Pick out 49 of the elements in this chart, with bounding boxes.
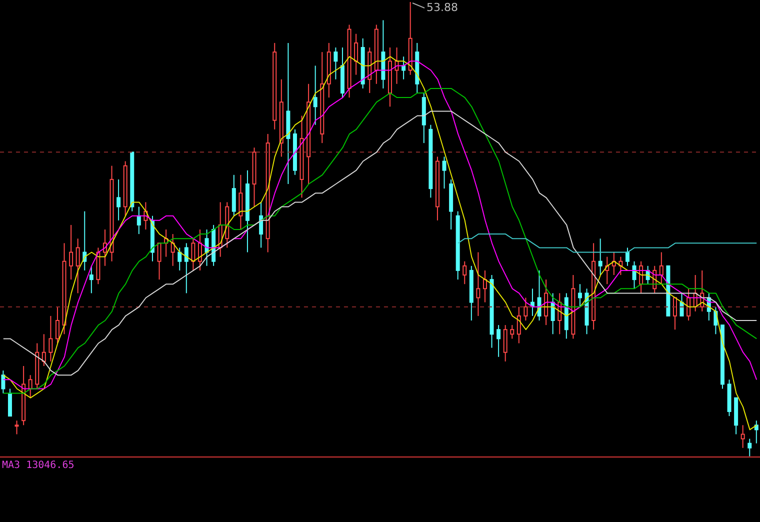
candlestick — [184, 242, 188, 294]
candlestick — [313, 65, 318, 126]
candlestick — [672, 297, 677, 330]
candlestick — [204, 229, 209, 266]
candlestick — [354, 33, 358, 76]
candlestick — [178, 247, 182, 271]
annotation: 53.88 — [426, 1, 458, 14]
candlestick — [191, 238, 196, 271]
candlestick — [42, 334, 46, 366]
candlestick — [462, 260, 467, 285]
candlestick — [14, 420, 19, 435]
candlestick — [496, 324, 501, 358]
candlestick — [625, 247, 630, 266]
candlestick — [8, 388, 12, 417]
candlestick — [334, 47, 338, 80]
candlestick — [28, 374, 32, 398]
candlestick — [516, 306, 521, 344]
candlestick — [598, 238, 602, 276]
candlestick — [482, 270, 487, 303]
candlestick — [578, 284, 582, 308]
candlestick — [740, 424, 745, 448]
candlestick — [632, 260, 636, 290]
candlestick — [48, 315, 53, 362]
candlestick — [476, 252, 480, 316]
candlestick — [510, 324, 514, 340]
candlestick — [102, 229, 107, 266]
candlestick — [232, 174, 236, 216]
candlestick — [55, 306, 60, 344]
candlestick — [544, 279, 548, 326]
candlestick — [442, 156, 446, 190]
candlestick — [238, 174, 243, 230]
text: MA3 13046.65 — [2, 460, 74, 472]
candlestick — [748, 438, 752, 457]
candlestick — [116, 178, 121, 221]
candlestick — [69, 224, 74, 280]
candlestick — [659, 252, 664, 285]
candlestick — [170, 234, 175, 266]
candlestick — [259, 202, 264, 248]
candlestick — [89, 265, 94, 294]
candlestick — [1, 370, 6, 394]
candlestick — [76, 238, 80, 294]
candlestick — [136, 206, 141, 235]
candlestick — [157, 242, 162, 280]
candlestick — [402, 56, 406, 80]
candlestick — [524, 297, 528, 321]
candlestick — [198, 229, 202, 271]
candlestick — [503, 324, 508, 362]
candlestick — [754, 420, 758, 444]
candlestick — [686, 288, 691, 321]
